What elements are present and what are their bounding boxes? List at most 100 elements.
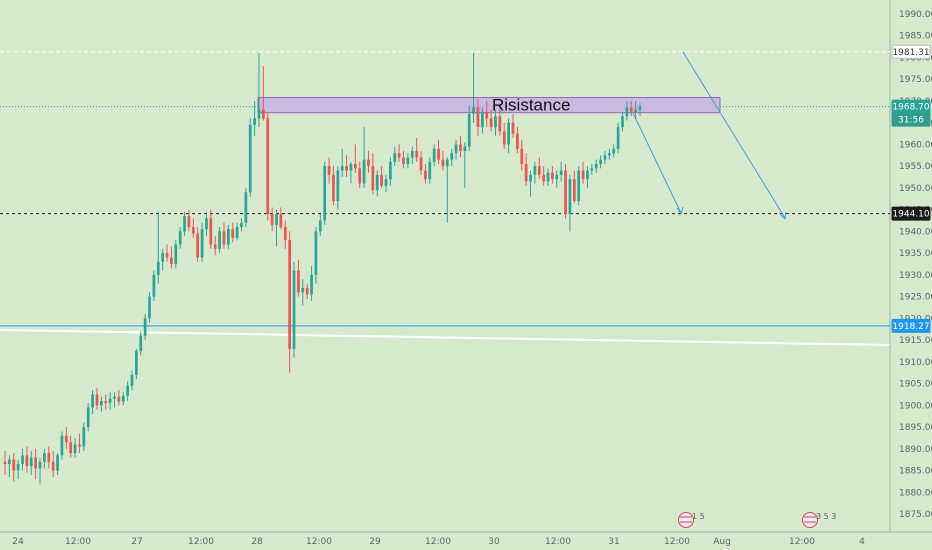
x-tick-label: 12:00 [188,537,214,547]
candle-body [170,257,173,264]
y-tick-label: 1885.00 [899,467,932,477]
candle-body [634,109,637,112]
candle-body [183,216,186,232]
candle-body [367,159,370,167]
candle-body [292,270,296,349]
candle-body [69,442,73,454]
candle-body [616,127,620,149]
candle-body [152,274,156,297]
candle-body [104,400,108,404]
y-tick-label: 1955.00 [899,162,932,172]
candle-body [358,168,362,184]
candle-body [564,170,567,214]
x-tick-label: 12:00 [664,537,690,547]
projection-arrow-short [632,112,682,214]
x-tick-label: 29 [369,537,381,547]
candle-body [345,166,348,171]
candle-body [529,174,532,182]
candle-body [380,174,383,186]
candle-body [279,214,283,228]
candle-body [555,174,559,180]
candle-body [410,150,414,158]
candle-body [143,318,147,336]
candle-body [310,274,313,295]
candle-body [445,159,449,167]
candle-body [47,453,51,462]
us-flag-icon[interactable] [678,512,694,528]
x-tick-label: 31 [608,537,619,547]
candle-body [590,168,594,171]
candle-body [437,148,440,160]
candle-body [108,398,112,404]
candle-body [572,179,576,201]
candle-body [454,144,458,154]
candle-body [226,229,230,245]
candle-body [8,459,11,464]
candle-body [393,153,397,162]
candle-body [205,218,208,230]
candle-body [546,172,550,182]
candle-body [520,148,524,164]
candle-body [283,227,287,241]
candle-body [542,174,546,182]
projection-arrow-long [682,51,786,219]
candle-body [638,106,642,110]
us-flag-icon[interactable] [802,512,818,528]
candle-body [301,287,305,293]
candle-body [305,287,309,295]
candle-body [174,244,178,264]
candle-body [480,111,484,128]
candle-body [419,157,423,171]
y-tick-label: 1925.00 [899,293,932,303]
candle-body [511,122,515,134]
candle-body [485,111,489,119]
candle-body [498,116,502,132]
y-tick-label: 1950.00 [899,184,932,194]
candle-body [424,170,427,180]
candle-body [559,170,563,175]
x-tick-label: 12:00 [545,537,571,547]
candle-body [612,148,616,154]
candle-body [38,461,42,469]
candle-body [384,179,388,186]
y-tick-label: 1915.00 [899,336,932,346]
candle-body [121,395,125,402]
y-tick-label: 1975.00 [899,75,932,85]
candle-body [266,118,270,214]
price-tag-1944: 1944.10 [892,210,929,220]
x-tick-label: 12:00 [65,537,91,547]
candle-body [533,166,537,175]
y-tick-label: 1985.00 [899,32,932,42]
candle-body [130,374,134,386]
candle-body [524,164,528,182]
candle-body [459,144,462,151]
y-tick-label: 1880.00 [899,488,932,498]
candle-body [262,109,265,119]
candle-body [340,166,344,171]
resistance-zone[interactable] [257,96,721,114]
candle-body [113,396,116,399]
candle-body [178,231,182,245]
candle-body [99,400,103,406]
countdown-timer-box [891,112,931,127]
candle-body [218,231,221,249]
candle-body [148,296,151,319]
y-tick-label: 1895.00 [899,423,932,433]
candle-body [607,153,611,156]
arrow-head-icon [676,206,684,216]
price-tag-1944-box [891,206,931,221]
x-tick-label: 12:00 [306,537,332,547]
candle-body [467,114,471,147]
candle-body [502,131,506,145]
candle-body [29,457,33,467]
candle-body [51,461,55,471]
candle-body [165,253,169,258]
candle-body [314,231,318,275]
candle-body [196,233,200,258]
candle-body [73,444,77,454]
price-tag-1918: 1918.27 [892,322,929,332]
candle-body [34,457,38,469]
x-tick-label: 30 [488,537,500,547]
